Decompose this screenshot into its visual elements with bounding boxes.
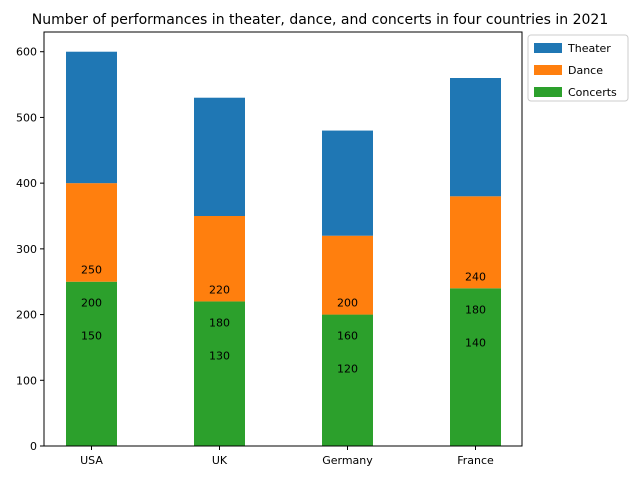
data-label: 250 [81, 264, 102, 277]
y-tick-label: 500 [16, 111, 37, 124]
chart-title: Number of performances in theater, dance… [32, 12, 608, 28]
y-tick-label: 100 [16, 374, 37, 387]
data-label: 240 [465, 270, 486, 283]
bar-theater-usa [66, 51, 117, 184]
x-tick-label: Germany [322, 454, 373, 467]
data-label: 160 [337, 330, 358, 343]
plot-area [66, 51, 501, 446]
x-tick-label: UK [212, 454, 228, 467]
bar-concerts-france [450, 288, 501, 446]
legend-swatch-dance [534, 65, 562, 75]
legend-label-concerts: Concerts [568, 86, 617, 99]
y-tick-label: 200 [16, 309, 37, 322]
bar-theater-france [450, 78, 501, 197]
legend-label-dance: Dance [568, 64, 603, 77]
data-label: 140 [465, 336, 486, 349]
data-label: 220 [209, 283, 230, 296]
data-label: 130 [209, 349, 230, 362]
bar-concerts-uk [194, 301, 245, 446]
bar-dance-uk [194, 216, 245, 302]
bar-dance-france [450, 196, 501, 289]
legend-swatch-theater [534, 43, 562, 53]
data-label: 150 [81, 330, 102, 343]
bar-dance-usa [66, 183, 117, 282]
legend-label-theater: Theater [567, 42, 611, 55]
bar-concerts-germany [322, 314, 373, 446]
y-tick-label: 300 [16, 243, 37, 256]
y-tick-label: 0 [30, 440, 37, 453]
data-label: 200 [337, 297, 358, 310]
y-tick-label: 600 [16, 46, 37, 59]
data-label: 200 [81, 297, 102, 310]
y-tick-label: 400 [16, 177, 37, 190]
x-tick-label: USA [80, 454, 103, 467]
x-tick-label: France [457, 454, 494, 467]
bar-dance-germany [322, 235, 373, 315]
data-labels: 250 200 150 220 180 130 200 160 120 240 180 140 [81, 264, 486, 376]
data-label: 120 [337, 363, 358, 376]
bar-theater-germany [322, 130, 373, 236]
legend: Theater Dance Concerts [527, 34, 629, 102]
data-label: 180 [209, 316, 230, 329]
bar-concerts-usa [66, 281, 117, 446]
data-label: 180 [465, 303, 486, 316]
plot-frame [43, 31, 523, 447]
bar-theater-uk [194, 97, 245, 216]
legend-swatch-concerts [534, 87, 562, 97]
axes: 0 100 200 300 400 500 600 USA UK Germany France [16, 31, 523, 467]
